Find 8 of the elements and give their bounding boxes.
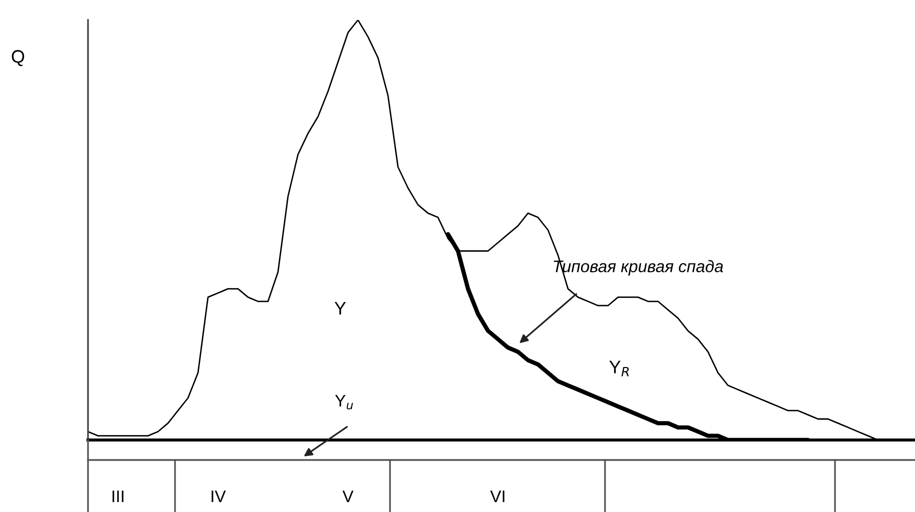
x-tick-label: V [342,490,354,502]
x-tick-label: VI [490,490,504,502]
annotation: Y [334,302,346,314]
annotation: Y$_{R}$ [609,360,629,376]
x-tick-label: III [112,490,124,502]
x-tick-label: IV [212,490,226,502]
y-axis-title: Q [12,50,24,66]
annotation: Y$_{u}$ [335,395,353,410]
